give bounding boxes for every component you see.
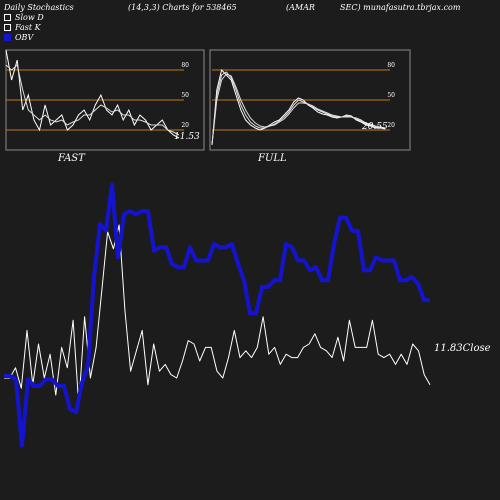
- fast-tick-label: 80: [181, 62, 189, 69]
- legend-swatch-obv: [4, 34, 11, 41]
- full-panel-frame: [209, 49, 411, 151]
- chart-title: Daily Stochastics: [4, 3, 74, 12]
- fast-tick-label: 20: [181, 122, 189, 129]
- close-last-value-label: 11.83Close: [434, 343, 491, 354]
- legend-label-fast-k: Fast K: [15, 23, 41, 32]
- fast-panel: 80 50 20 11.53: [5, 49, 200, 142]
- full-series-line: [211, 71, 386, 146]
- close-price-line: [4, 224, 431, 406]
- legend-item-slow-d: Slow D: [4, 13, 44, 22]
- full-tick-label: 20: [387, 122, 395, 129]
- fast-series-line: [5, 64, 180, 136]
- chart-symbol: (AMAR: [286, 3, 315, 12]
- full-series-line: [211, 68, 386, 146]
- full-panel-label: FULL: [258, 153, 287, 164]
- fast-panel-label: FAST: [58, 153, 85, 164]
- chart-params: (14,3,3) Charts for 538465: [128, 3, 237, 12]
- full-series-line: [211, 73, 386, 146]
- legend-swatch-fast-k: [4, 24, 11, 31]
- obv-panel: 11.83Close: [4, 182, 491, 448]
- fast-last-value-label: 11.53: [174, 132, 200, 142]
- full-tick-label: 50: [387, 92, 395, 99]
- full-tick-label: 80: [387, 62, 395, 69]
- fast-tick-label: 50: [181, 92, 189, 99]
- full-last-value-label: 20.55: [361, 122, 388, 132]
- legend-swatch-slow-d: [4, 14, 11, 21]
- obv-line: [4, 182, 430, 448]
- legend-item-obv: OBV: [4, 33, 33, 42]
- chart-source: SEC) munafasutra.tbrjax.com: [340, 3, 461, 12]
- legend-item-fast-k: Fast K: [4, 23, 41, 32]
- legend-label-slow-d: Slow D: [15, 13, 44, 22]
- legend-label-obv: OBV: [15, 33, 34, 42]
